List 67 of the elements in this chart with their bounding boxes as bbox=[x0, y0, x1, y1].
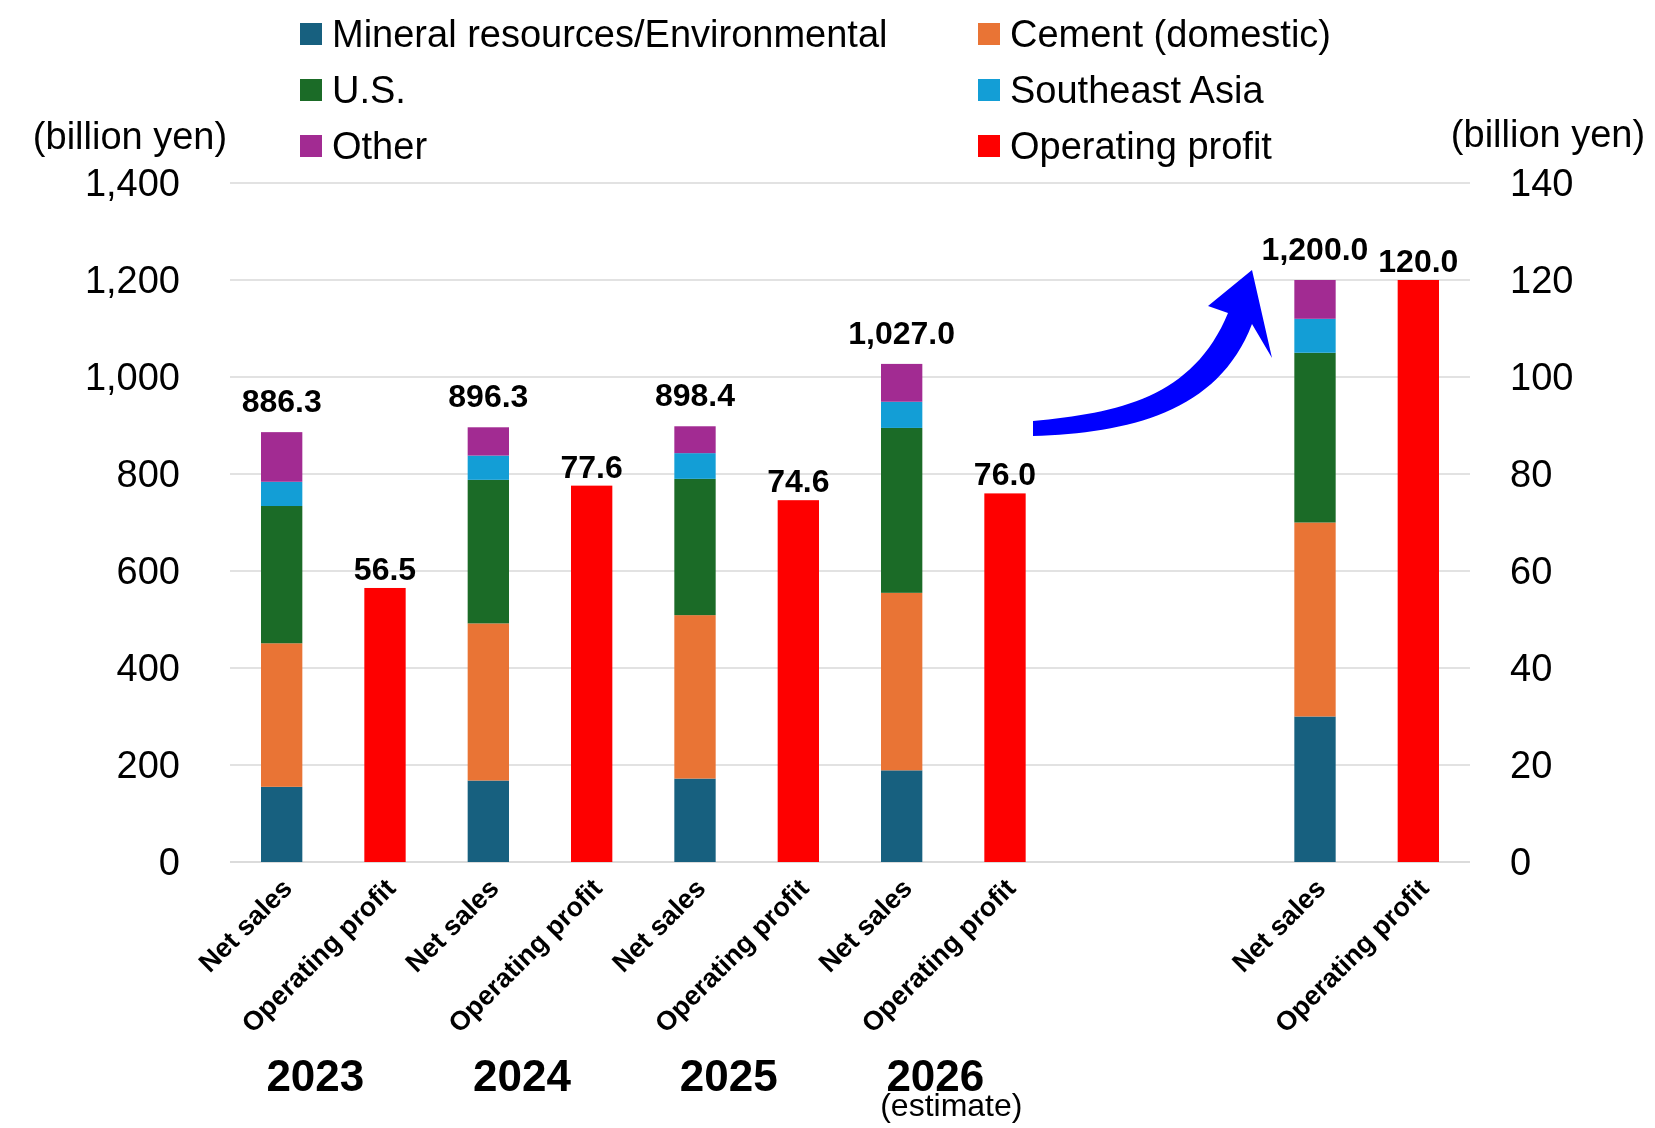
bar bbox=[1294, 352, 1336, 523]
total-label: 896.3 bbox=[448, 378, 529, 415]
data-label: 76.0 bbox=[973, 456, 1037, 493]
bar bbox=[777, 500, 819, 862]
total-label: 898.4 bbox=[654, 377, 736, 414]
bar bbox=[881, 592, 923, 771]
bar bbox=[467, 623, 509, 781]
total-label: 1,027.0 bbox=[848, 314, 956, 351]
y2-tick-label: 120 bbox=[1510, 259, 1574, 301]
data-label: 120.0 bbox=[1378, 243, 1459, 279]
bar bbox=[1397, 280, 1439, 862]
bar bbox=[674, 615, 716, 779]
bar bbox=[467, 780, 509, 862]
bar bbox=[674, 778, 716, 862]
y2-tick-label: 100 bbox=[1510, 356, 1574, 398]
y2-tick-label: 60 bbox=[1510, 550, 1553, 592]
y2-tick-label: 40 bbox=[1510, 647, 1553, 689]
bar bbox=[261, 786, 303, 862]
y2-tick-label: 80 bbox=[1510, 453, 1553, 495]
legend-label: Operating profit bbox=[1010, 125, 1273, 167]
text: 2024 bbox=[473, 1051, 572, 1100]
y-tick-label: 200 bbox=[116, 744, 180, 786]
y2-tick-label: 0 bbox=[1510, 841, 1532, 883]
data-label: 56.5 bbox=[353, 550, 417, 587]
bar bbox=[261, 643, 303, 787]
y-axis-title: (billion yen) bbox=[32, 115, 228, 157]
total-label: 886.3 bbox=[241, 383, 322, 420]
bar bbox=[571, 485, 613, 862]
bar bbox=[261, 432, 303, 482]
bar bbox=[1294, 318, 1336, 353]
legend-label: Cement (domestic) bbox=[1010, 13, 1331, 55]
bar bbox=[1294, 280, 1336, 319]
bar bbox=[364, 587, 406, 862]
bar bbox=[984, 493, 1026, 862]
legend-label: Other bbox=[332, 125, 428, 167]
data-label: 74.6 bbox=[767, 463, 830, 500]
y-tick-label: 1,000 bbox=[84, 356, 180, 398]
bar bbox=[881, 401, 923, 428]
y-tick-label: 1,400 bbox=[84, 162, 180, 204]
legend-label: Mineral resources/Environmental bbox=[332, 13, 888, 55]
y2-axis-title: (billion yen) bbox=[1450, 113, 1646, 155]
bar bbox=[881, 427, 923, 593]
y-tick-label: 1,200 bbox=[84, 259, 180, 301]
bar bbox=[467, 455, 509, 480]
bar bbox=[467, 479, 509, 624]
total-label: 1,200.0 bbox=[1261, 231, 1369, 267]
bar bbox=[674, 478, 716, 616]
data-label: 77.6 bbox=[560, 448, 623, 485]
legend-label: U.S. bbox=[332, 69, 406, 111]
y2-tick-label: 140 bbox=[1510, 162, 1574, 204]
bar bbox=[467, 427, 509, 456]
bar bbox=[881, 363, 923, 402]
bar bbox=[674, 453, 716, 479]
text: 2023 bbox=[266, 1051, 365, 1100]
y2-tick-label: 20 bbox=[1510, 744, 1553, 786]
bar bbox=[1294, 522, 1336, 717]
bar bbox=[261, 481, 303, 507]
bar bbox=[674, 426, 716, 454]
bar bbox=[1294, 716, 1336, 862]
legend-label: Southeast Asia bbox=[1010, 69, 1265, 111]
y-tick-label: 400 bbox=[116, 647, 180, 689]
y-tick-label: 800 bbox=[116, 453, 180, 495]
y-tick-label: 600 bbox=[116, 550, 180, 592]
bar bbox=[881, 770, 923, 862]
bar bbox=[261, 506, 303, 644]
text: 2025 bbox=[679, 1051, 778, 1100]
y-tick-label: 0 bbox=[158, 841, 180, 883]
